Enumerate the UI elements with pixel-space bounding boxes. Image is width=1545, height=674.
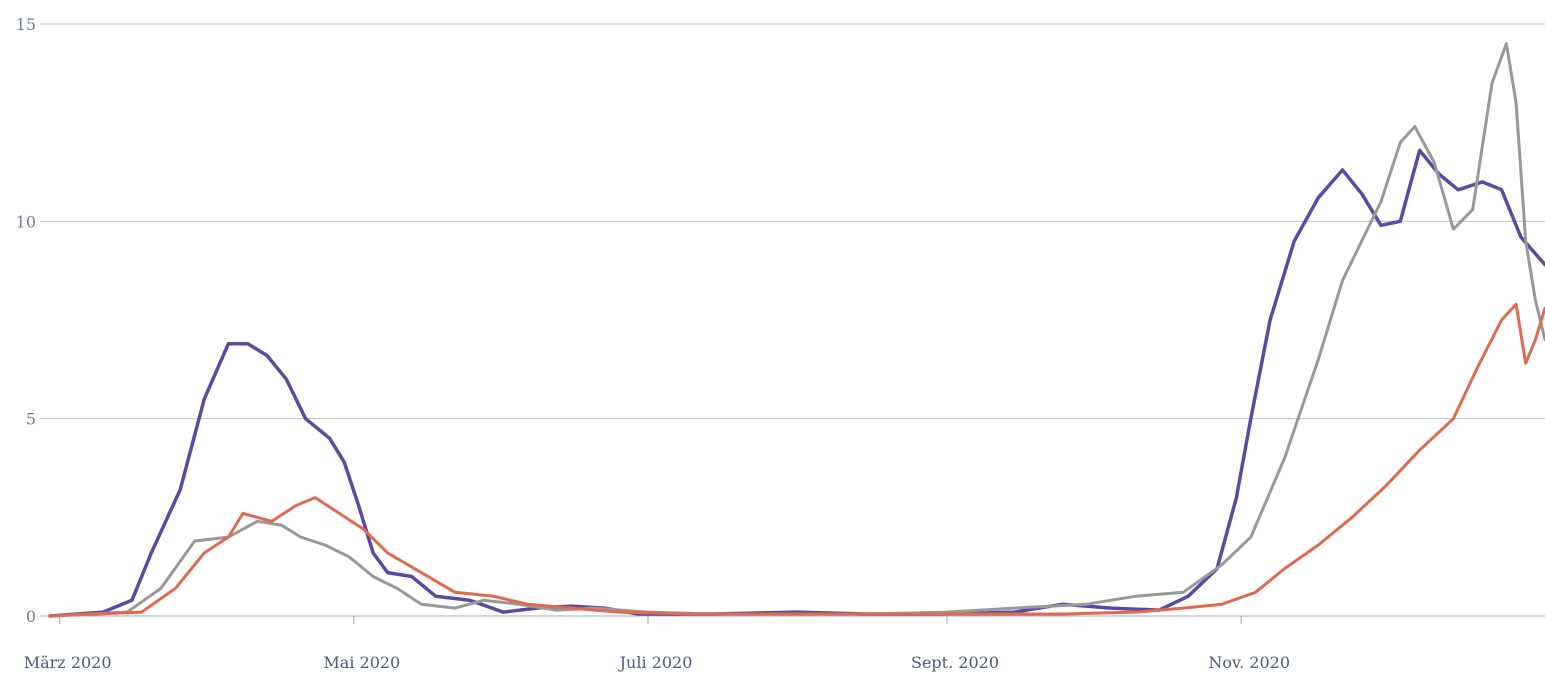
x-tick-label: Nov. 2020 bbox=[1208, 653, 1290, 672]
series-line-1 bbox=[48, 148, 1545, 618]
y-tick-label: 5 bbox=[26, 410, 36, 429]
series-lines bbox=[48, 42, 1545, 618]
gridlines bbox=[40, 23, 1545, 420]
y-tick-label: 15 bbox=[16, 15, 36, 34]
x-tick-label: März 2020 bbox=[24, 653, 112, 672]
x-tick-label: Sept. 2020 bbox=[911, 653, 999, 672]
series-line-2 bbox=[48, 42, 1545, 618]
x-tick-label: Mai 2020 bbox=[323, 653, 400, 672]
x-tick-label: Juli 2020 bbox=[618, 653, 693, 672]
series-line-3 bbox=[48, 302, 1545, 618]
y-tick-label: 10 bbox=[16, 212, 36, 231]
x-axis-ticks: März 2020 Mai 2020 Juli 2020 Sept. 2020 Nov.… bbox=[24, 616, 1290, 672]
y-axis-ticks: 0 5 10 15 bbox=[16, 15, 36, 626]
y-tick-label: 0 bbox=[26, 607, 36, 626]
